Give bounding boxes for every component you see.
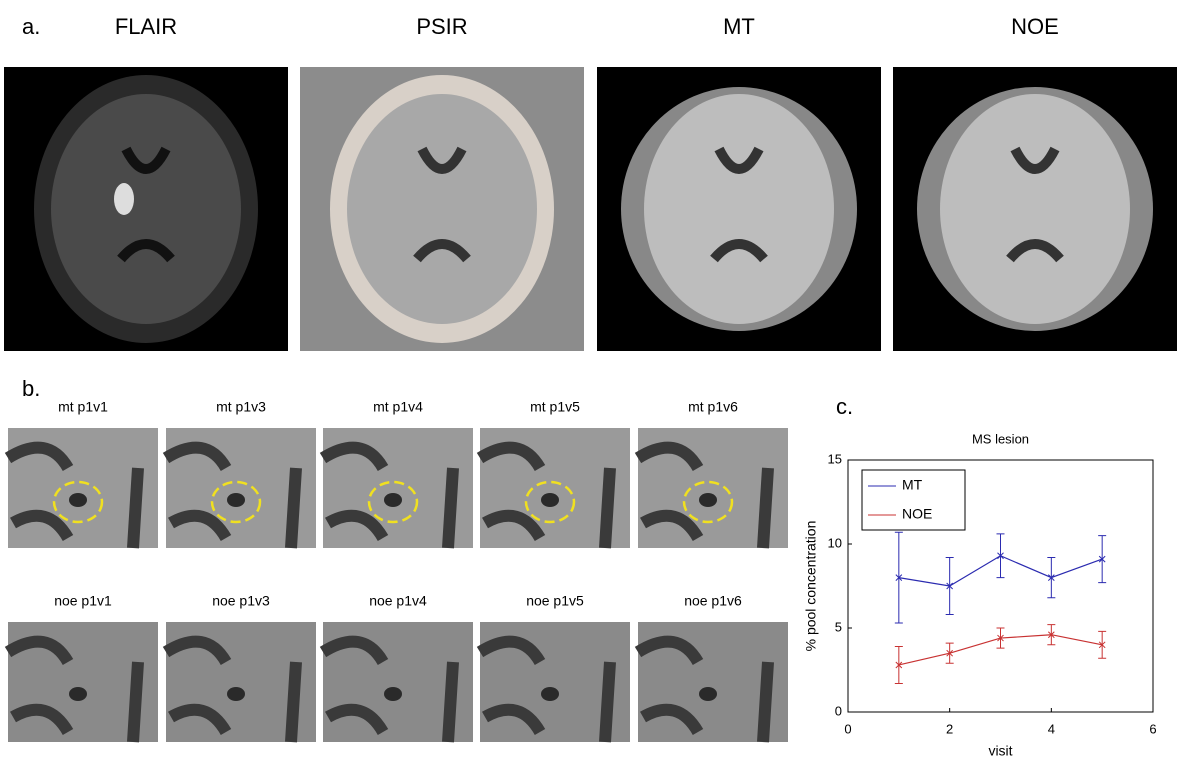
- ventricles: [1006, 146, 1064, 263]
- panel-label: c.: [836, 394, 853, 419]
- ventricles: [413, 146, 471, 263]
- patch-structure: [162, 635, 302, 743]
- patch-title: mt p1v5: [530, 399, 580, 415]
- y-tick-label: 5: [835, 619, 842, 634]
- lesion: [699, 687, 717, 701]
- legend-label: MT: [902, 477, 923, 493]
- y-tick-label: 10: [828, 535, 842, 550]
- patch-title: mt p1v3: [216, 399, 266, 415]
- x-tick-label: 6: [1149, 721, 1156, 736]
- lesion-outline: [682, 480, 734, 524]
- y-axis-label: % pool concentration: [803, 521, 819, 652]
- patch-structure: [634, 441, 774, 549]
- legend-label: NOE: [902, 506, 932, 522]
- chart-title: MS lesion: [972, 431, 1029, 446]
- patch-structure: [476, 635, 616, 743]
- patch-title: noe p1v1: [54, 593, 112, 609]
- patch-structure: [4, 441, 144, 549]
- lesion: [384, 493, 402, 507]
- lesion: [69, 687, 87, 701]
- point-marker: [946, 649, 954, 657]
- patch-title: noe p1v6: [684, 593, 742, 609]
- scan-title: FLAIR: [115, 14, 177, 39]
- brain-inner: [644, 94, 834, 324]
- point-marker: [1098, 641, 1106, 649]
- x-tick-label: 2: [946, 721, 953, 736]
- point-marker: [1098, 555, 1106, 563]
- scan-title: NOE: [1011, 14, 1059, 39]
- lesion-outline: [210, 480, 262, 524]
- ventricles: [117, 146, 175, 263]
- lesion-outline: [524, 480, 576, 524]
- brain-inner: [940, 94, 1130, 324]
- point-marker: [946, 582, 954, 590]
- legend-box: [861, 469, 966, 531]
- patch-structure: [319, 635, 459, 743]
- point-marker: [895, 574, 903, 581]
- lesion: [699, 493, 717, 507]
- patch-structure: [162, 441, 302, 549]
- lesion: [227, 493, 245, 507]
- point-marker: [997, 634, 1004, 642]
- x-axis-label: visit: [988, 743, 1012, 759]
- patch-title: noe p1v4: [369, 593, 427, 609]
- scan-title: PSIR: [416, 14, 467, 39]
- patch-structure: [634, 635, 774, 743]
- lesion: [114, 183, 134, 215]
- x-tick-label: 0: [844, 721, 851, 736]
- point-marker: [1047, 631, 1055, 639]
- y-tick-label: 0: [835, 703, 842, 718]
- patch-title: noe p1v3: [212, 593, 270, 609]
- lesion-outline: [367, 480, 419, 524]
- lesion: [541, 687, 559, 701]
- lesion: [227, 687, 245, 701]
- patch-title: mt p1v4: [373, 399, 423, 415]
- patch-structure: [4, 635, 144, 743]
- lesion: [69, 493, 87, 507]
- patch-title: mt p1v6: [688, 399, 738, 415]
- panel-label: b.: [22, 376, 40, 401]
- scan-title: MT: [723, 14, 755, 39]
- point-marker: [1047, 574, 1055, 581]
- brain-inner: [347, 94, 537, 324]
- y-tick-label: 15: [828, 451, 842, 466]
- plot-area: [847, 459, 1154, 713]
- patch-structure: [319, 441, 459, 549]
- lesion: [541, 493, 559, 507]
- point-marker: [895, 661, 903, 669]
- patch-structure: [476, 441, 616, 549]
- x-tick-label: 4: [1048, 721, 1055, 736]
- lesion: [384, 687, 402, 701]
- lesion-outline: [52, 480, 104, 524]
- panel-label: a.: [22, 14, 40, 39]
- point-marker: [997, 552, 1004, 560]
- brain-inner: [51, 94, 241, 324]
- ventricles: [710, 146, 768, 263]
- patch-title: noe p1v5: [526, 593, 584, 609]
- patch-title: mt p1v1: [58, 399, 108, 415]
